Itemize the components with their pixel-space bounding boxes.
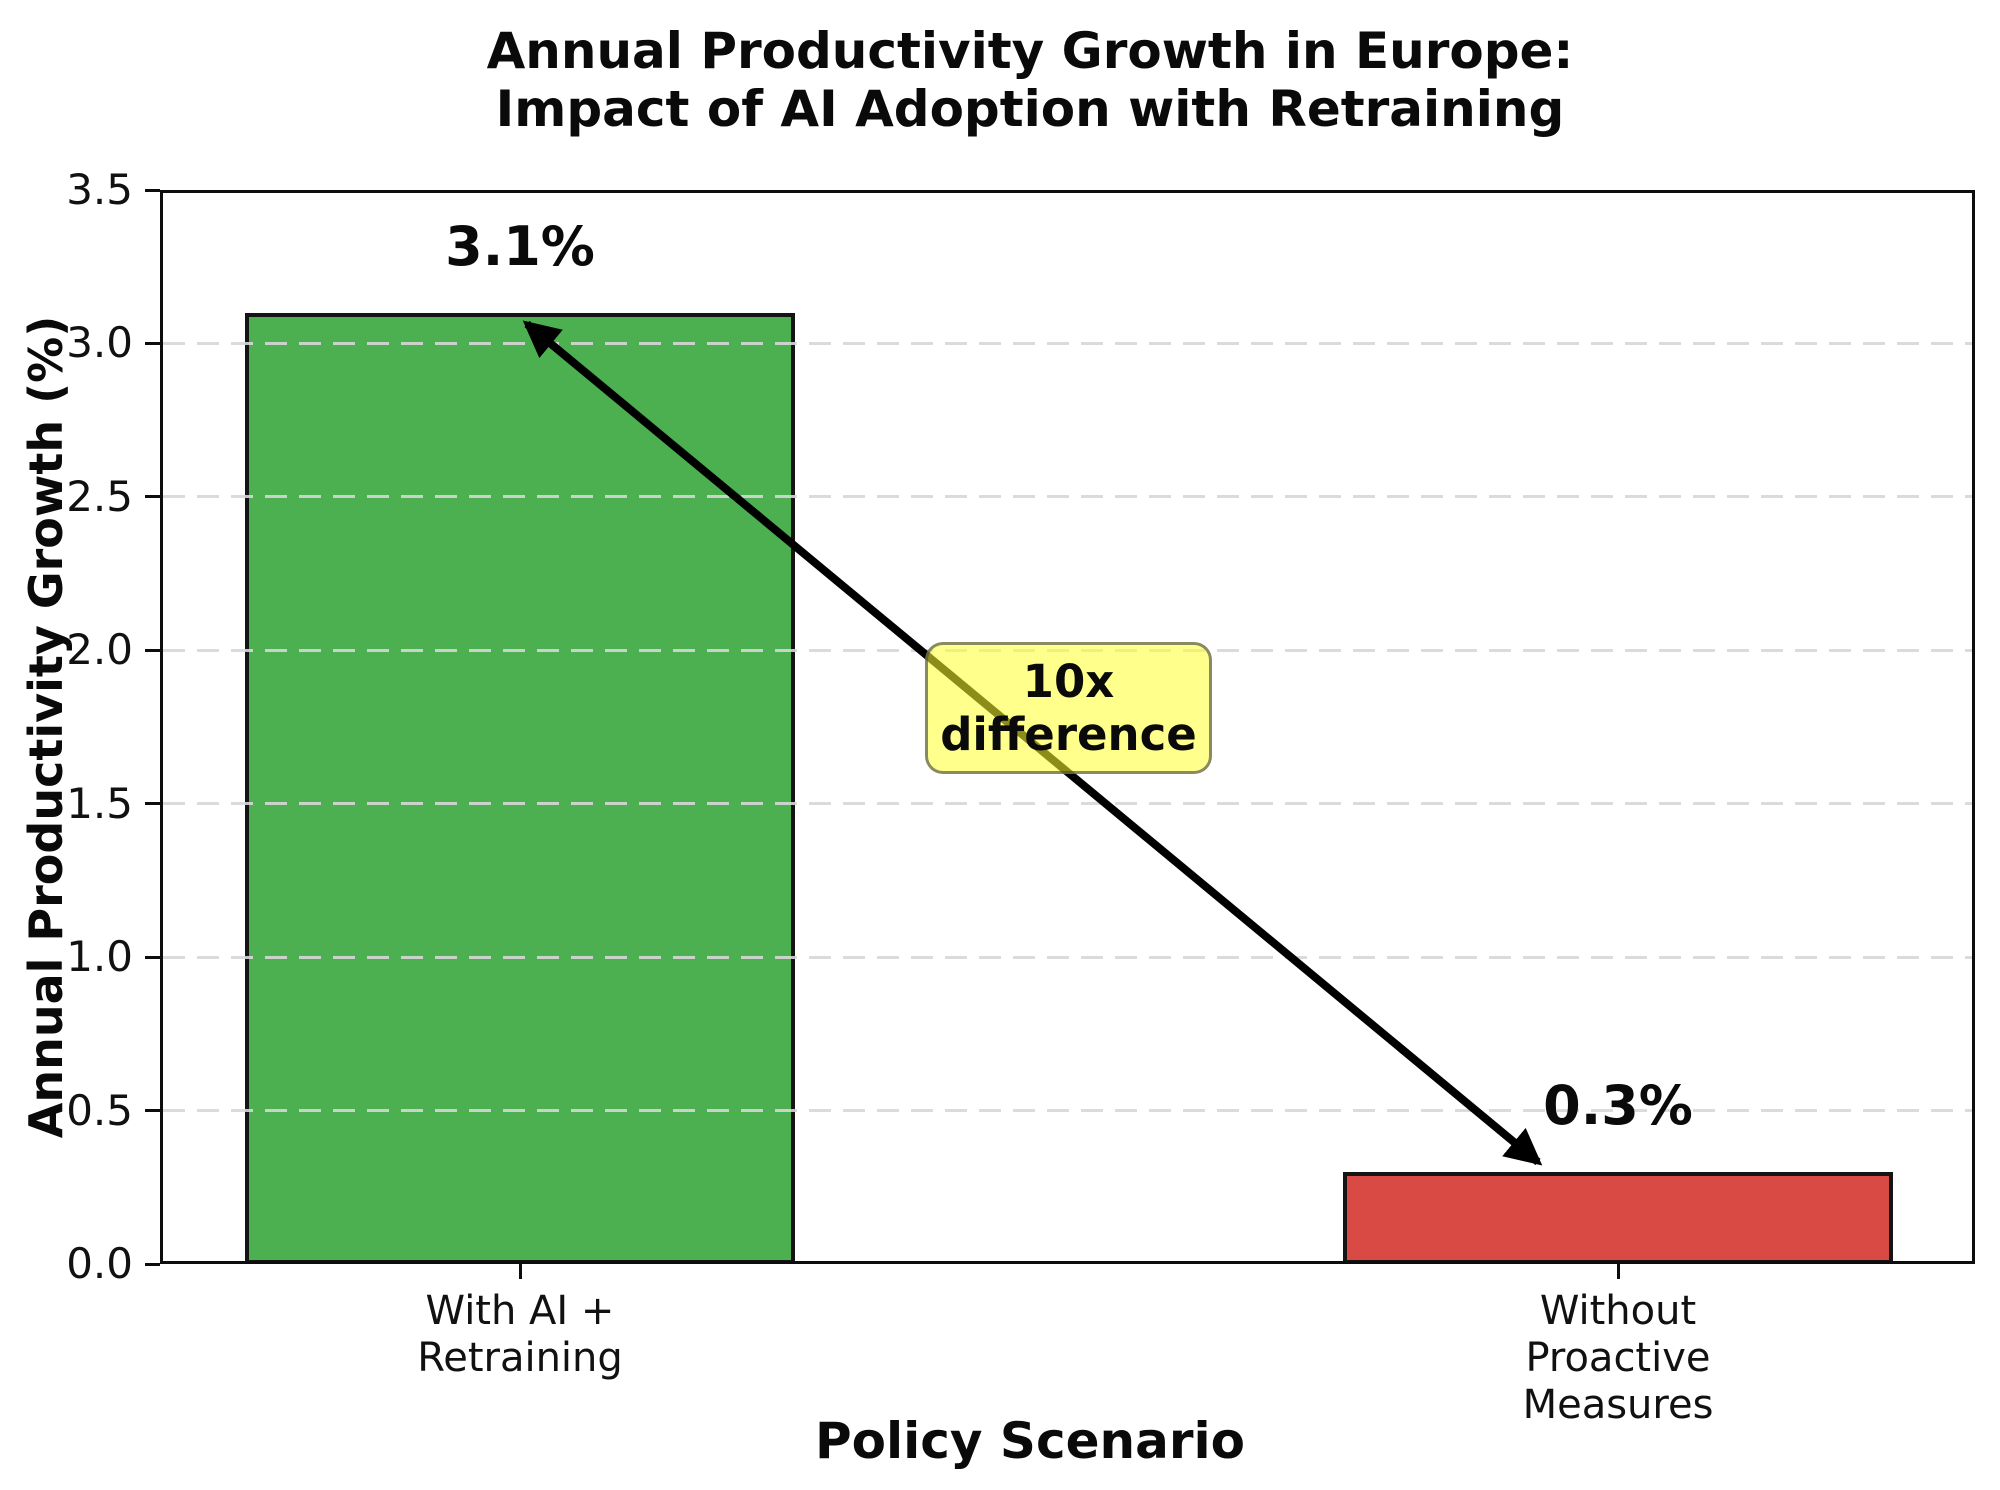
plot-area-frame xyxy=(160,190,1975,1264)
y-tick-mark xyxy=(145,648,160,652)
y-tick-label: 3.0 xyxy=(66,318,133,368)
y-tick-label: 2.0 xyxy=(66,625,133,675)
y-tick-mark xyxy=(145,802,160,806)
bar-without-proactive-measures xyxy=(1343,1171,1893,1264)
y-tick-label: 2.5 xyxy=(66,471,133,521)
y-tick-mark xyxy=(145,188,160,192)
y-tick-label: 1.5 xyxy=(66,778,133,828)
y-tick-label: 0.0 xyxy=(66,1239,133,1288)
bar-value-label-1: 3.1% xyxy=(445,214,595,278)
x-tick-mark xyxy=(1616,1264,1620,1279)
y-tick-mark xyxy=(145,495,160,499)
y-tick-mark xyxy=(145,955,160,959)
y-tick-label: 0.5 xyxy=(66,1085,133,1135)
y-tick-label: 1.0 xyxy=(66,932,133,982)
x-tick-mark xyxy=(518,1264,522,1279)
bar-value-label-2: 0.3% xyxy=(1543,1073,1693,1137)
x-tick-label-1: With AI + Retraining xyxy=(417,1288,623,1381)
x-axis-label: Policy Scenario xyxy=(815,1412,1245,1470)
difference-annotation: 10x difference xyxy=(925,642,1212,774)
difference-annotation-line-2: difference xyxy=(940,708,1197,761)
chart-title-line-1: Annual Productivity Growth in Europe: xyxy=(486,22,1574,80)
y-tick-mark xyxy=(145,1109,160,1113)
y-tick-label: 3.5 xyxy=(66,165,133,214)
chart-title-line-2: Impact of AI Adoption with Retraining xyxy=(495,80,1565,138)
y-tick-mark xyxy=(145,341,160,345)
y-tick-mark xyxy=(145,1262,160,1266)
x-tick-label-2: Without Proactive Measures xyxy=(1522,1288,1714,1428)
difference-annotation-line-1: 10x xyxy=(1022,655,1115,708)
y-axis-label: Annual Productivity Growth (%) xyxy=(19,315,73,1139)
